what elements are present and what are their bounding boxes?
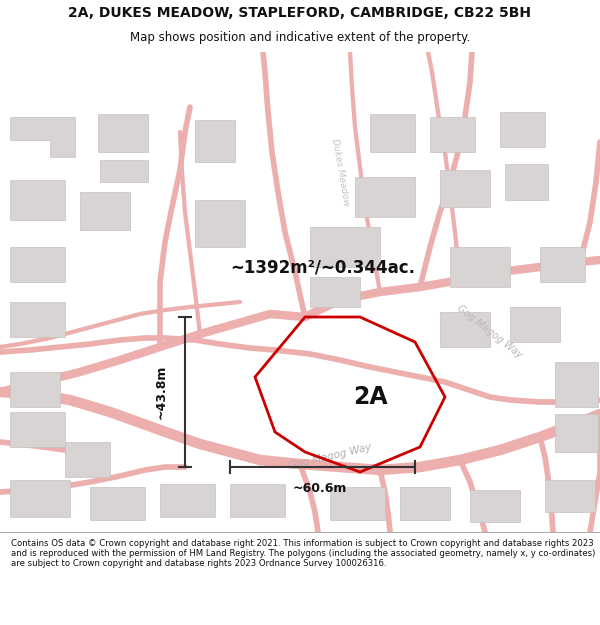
Polygon shape	[505, 164, 548, 200]
Polygon shape	[310, 227, 380, 267]
Text: Contains OS data © Crown copyright and database right 2021. This information is : Contains OS data © Crown copyright and d…	[11, 539, 595, 568]
Polygon shape	[430, 117, 475, 152]
Polygon shape	[470, 490, 520, 522]
Polygon shape	[195, 200, 245, 247]
Polygon shape	[10, 117, 75, 157]
Polygon shape	[10, 247, 65, 282]
Polygon shape	[310, 277, 360, 307]
Polygon shape	[400, 487, 450, 520]
Polygon shape	[10, 180, 65, 220]
Polygon shape	[555, 414, 598, 452]
Text: ~43.8m: ~43.8m	[155, 365, 168, 419]
Polygon shape	[545, 480, 595, 512]
Text: ~60.6m: ~60.6m	[293, 482, 347, 495]
Text: 2A: 2A	[353, 385, 388, 409]
Polygon shape	[80, 192, 130, 230]
Polygon shape	[330, 487, 385, 520]
Text: ~1392m²/~0.344ac.: ~1392m²/~0.344ac.	[230, 258, 415, 276]
Polygon shape	[540, 247, 585, 282]
Text: Dukes Meadow: Dukes Meadow	[329, 138, 350, 206]
Text: Gog Magog Way: Gog Magog Way	[287, 442, 373, 471]
Polygon shape	[10, 302, 65, 337]
Polygon shape	[90, 487, 145, 520]
Text: Map shows position and indicative extent of the property.: Map shows position and indicative extent…	[130, 31, 470, 44]
Polygon shape	[440, 170, 490, 207]
Polygon shape	[450, 247, 510, 287]
Polygon shape	[10, 372, 60, 407]
Polygon shape	[370, 114, 415, 152]
Text: 2A, DUKES MEADOW, STAPLEFORD, CAMBRIDGE, CB22 5BH: 2A, DUKES MEADOW, STAPLEFORD, CAMBRIDGE,…	[68, 6, 532, 20]
Polygon shape	[500, 112, 545, 147]
Polygon shape	[10, 480, 70, 517]
Polygon shape	[195, 120, 235, 162]
Polygon shape	[160, 484, 215, 517]
Polygon shape	[230, 484, 285, 517]
Polygon shape	[98, 114, 148, 152]
Polygon shape	[510, 307, 560, 342]
Text: Gog Magog Way: Gog Magog Way	[455, 304, 524, 361]
Polygon shape	[65, 442, 110, 477]
Polygon shape	[100, 160, 148, 182]
Polygon shape	[355, 177, 415, 217]
Polygon shape	[555, 362, 598, 407]
Polygon shape	[10, 412, 65, 447]
Polygon shape	[440, 312, 490, 347]
